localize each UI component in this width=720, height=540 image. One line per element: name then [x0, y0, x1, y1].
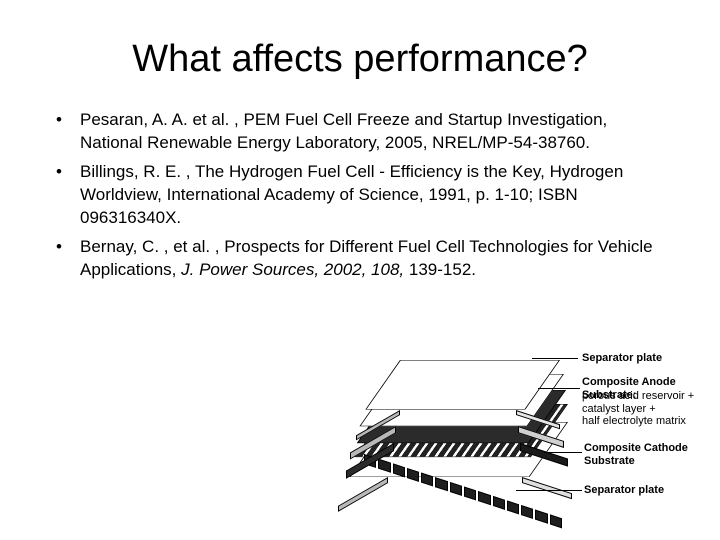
- bullet-icon: •: [56, 161, 80, 184]
- label-separator-bottom: Separator plate: [584, 484, 664, 497]
- label-anode-detail: porous acid reservoir + catalyst layer +…: [582, 390, 694, 428]
- leader-line: [516, 490, 582, 491]
- bullet-icon: •: [56, 109, 80, 132]
- reference-text: Pesaran, A. A. et al. , PEM Fuel Cell Fr…: [80, 109, 672, 155]
- list-item: • Pesaran, A. A. et al. , PEM Fuel Cell …: [56, 109, 672, 155]
- label-separator-top: Separator plate: [582, 352, 662, 365]
- bullet-icon: •: [56, 236, 80, 259]
- list-item: • Bernay, C. , et al. , Prospects for Di…: [56, 236, 672, 282]
- diagram-stack: [330, 360, 550, 500]
- slide-title: What affects performance?: [48, 38, 672, 81]
- leader-line: [532, 358, 578, 359]
- plate-edge: [338, 477, 388, 512]
- label-cathode: Composite Cathode Substrate: [584, 442, 688, 467]
- slide: What affects performance? • Pesaran, A. …: [0, 0, 720, 540]
- reference-list: • Pesaran, A. A. et al. , PEM Fuel Cell …: [48, 109, 672, 282]
- leader-line: [544, 452, 582, 453]
- ref-italic: J. Power Sources, 2002, 108,: [181, 260, 404, 279]
- ref-post: 139-152.: [404, 260, 476, 279]
- reference-text: Billings, R. E. , The Hydrogen Fuel Cell…: [80, 161, 672, 230]
- leader-line: [538, 388, 580, 389]
- reference-text: Bernay, C. , et al. , Prospects for Diff…: [80, 236, 672, 282]
- fuel-cell-diagram: Separator plate Composite Anode Substrat…: [300, 340, 700, 520]
- plate-edge: [522, 477, 572, 499]
- list-item: • Billings, R. E. , The Hydrogen Fuel Ce…: [56, 161, 672, 230]
